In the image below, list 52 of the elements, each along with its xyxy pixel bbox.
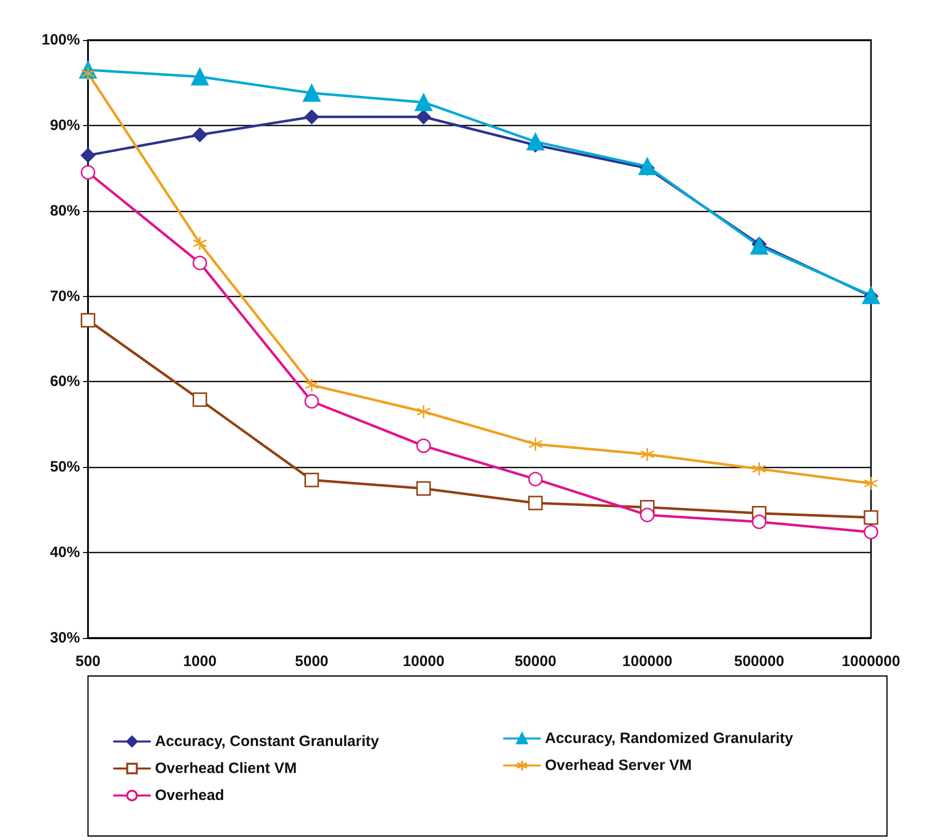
point <box>528 496 543 510</box>
y-tick-label: 80% <box>50 202 80 220</box>
point <box>640 508 655 522</box>
point <box>864 510 878 525</box>
point <box>752 514 766 530</box>
point <box>416 404 431 419</box>
point <box>640 447 655 462</box>
point <box>528 436 543 452</box>
legend-label: Accuracy, Randomized Granularity <box>545 730 794 747</box>
point <box>304 472 319 488</box>
x-tick-label: 5000 <box>295 653 328 670</box>
point <box>80 312 96 328</box>
x-tick-label: 10000 <box>402 653 444 670</box>
y-tick-label: 90% <box>50 116 80 134</box>
x-tick-label: 500000 <box>734 653 784 670</box>
legend-label: Accuracy, Constant Granularity <box>155 733 380 750</box>
point <box>414 94 432 112</box>
point <box>304 394 319 409</box>
point <box>192 392 208 407</box>
point <box>302 84 320 102</box>
y-tick-label: 30% <box>50 630 80 646</box>
x-tick-label: 1000 <box>183 653 217 670</box>
x-tick-label: 100000 <box>622 653 672 670</box>
point <box>192 128 208 142</box>
y-tick-label: 40% <box>50 544 80 562</box>
legend-label: Overhead Server VM <box>545 757 692 774</box>
legend-label: Overhead <box>155 787 224 804</box>
point <box>528 472 543 486</box>
point <box>416 110 431 124</box>
point <box>192 236 208 251</box>
point <box>416 438 431 454</box>
point <box>864 524 878 540</box>
point <box>638 158 656 176</box>
point <box>864 476 878 491</box>
point <box>304 110 319 124</box>
y-tick-label: 100% <box>42 32 80 48</box>
point <box>416 481 431 496</box>
x-tick-label: 50000 <box>514 653 556 670</box>
point <box>752 462 766 476</box>
y-tick-label: 70% <box>50 288 80 305</box>
x-tick-label: 500 <box>75 653 101 670</box>
point <box>750 237 768 255</box>
point <box>80 165 96 180</box>
point <box>192 256 208 270</box>
point <box>526 132 544 150</box>
x-tick-label: 1000000 <box>842 653 900 670</box>
y-tick-label: 50% <box>50 458 80 476</box>
legend-label: Overhead Client VM <box>155 760 297 777</box>
point <box>304 378 319 392</box>
point <box>191 68 209 86</box>
y-tick-label: 60% <box>50 373 80 390</box>
point <box>80 148 96 163</box>
